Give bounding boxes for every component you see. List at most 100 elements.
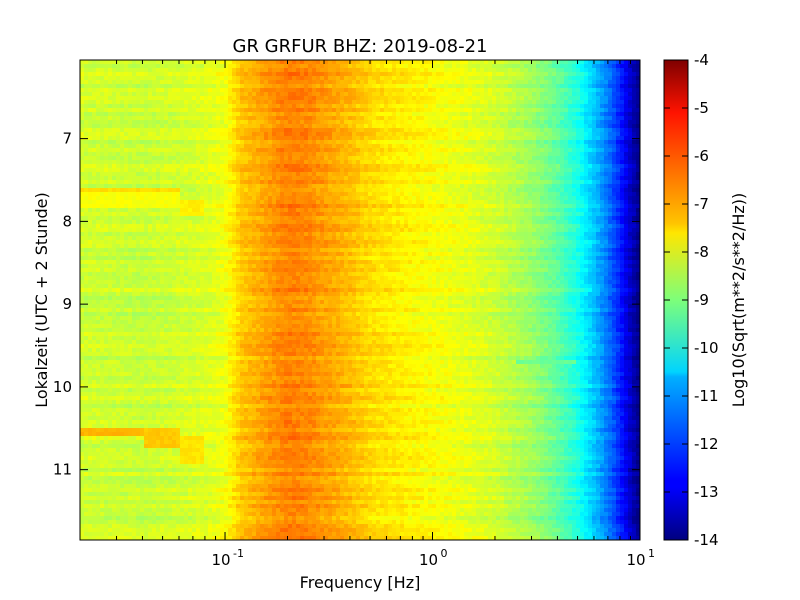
heatmap-cell	[216, 120, 221, 125]
heatmap-cell	[104, 68, 109, 73]
heatmap-cell	[600, 100, 605, 105]
heatmap-cell	[80, 96, 85, 101]
heatmap-cell	[636, 120, 640, 125]
heatmap-cell	[376, 96, 381, 101]
heatmap-cell	[612, 140, 617, 145]
heatmap-cell	[564, 80, 569, 85]
heatmap-cell	[348, 120, 353, 125]
heatmap-cell	[332, 160, 337, 165]
heatmap-cell	[512, 84, 517, 89]
heatmap-cell	[428, 96, 433, 101]
heatmap-cell	[284, 192, 289, 197]
heatmap-cell	[164, 168, 169, 173]
heatmap-cell	[260, 196, 265, 201]
heatmap-cell	[516, 164, 521, 169]
heatmap-cell	[452, 128, 457, 133]
heatmap-cell	[164, 172, 169, 177]
heatmap-cell	[396, 128, 401, 133]
heatmap-cell	[428, 112, 433, 117]
heatmap-cell	[228, 156, 233, 161]
heatmap-cell	[636, 168, 640, 173]
heatmap-cell	[312, 72, 317, 77]
heatmap-cell	[268, 148, 273, 153]
heatmap-cell	[300, 84, 305, 89]
heatmap-cell	[568, 156, 573, 161]
heatmap-cell	[388, 140, 393, 145]
heatmap-cell	[184, 180, 189, 185]
heatmap-cell	[528, 132, 533, 137]
heatmap-cell	[328, 196, 333, 201]
heatmap-cell	[124, 132, 129, 137]
heatmap-cell	[608, 172, 613, 177]
heatmap-cell	[156, 124, 161, 129]
heatmap-cell	[348, 84, 353, 89]
heatmap-cell	[560, 80, 565, 85]
heatmap-cell	[560, 152, 565, 157]
heatmap-cell	[600, 92, 605, 97]
heatmap-cell	[584, 176, 589, 181]
heatmap-cell	[124, 168, 129, 173]
heatmap-cell	[152, 168, 157, 173]
heatmap-cell	[572, 72, 577, 77]
heatmap-cell	[284, 160, 289, 165]
heatmap-cell	[208, 192, 213, 197]
heatmap-cell	[408, 100, 413, 105]
heatmap-cell	[140, 96, 145, 101]
heatmap-cell	[328, 168, 333, 173]
heatmap-cell	[164, 136, 169, 141]
heatmap-cell	[560, 192, 565, 197]
heatmap-cell	[156, 196, 161, 201]
heatmap-cell	[316, 132, 321, 137]
heatmap-cell	[504, 104, 509, 109]
heatmap-cell	[420, 84, 425, 89]
heatmap-cell	[488, 164, 493, 169]
heatmap-cell	[288, 64, 293, 69]
heatmap-cell	[268, 96, 273, 101]
heatmap-cell	[496, 120, 501, 125]
heatmap-cell	[384, 84, 389, 89]
heatmap-cell	[172, 64, 177, 69]
heatmap-cell	[216, 60, 221, 65]
heatmap-cell	[444, 164, 449, 169]
heatmap-cell	[224, 92, 229, 97]
heatmap-cell	[564, 112, 569, 117]
heatmap-cell	[612, 112, 617, 117]
heatmap-cell	[420, 108, 425, 113]
heatmap-cell	[172, 96, 177, 101]
heatmap-cell	[144, 184, 149, 189]
heatmap-cell	[316, 124, 321, 129]
heatmap-cell	[392, 156, 397, 161]
heatmap-cell	[420, 140, 425, 145]
heatmap-cell	[212, 72, 217, 77]
heatmap-cell	[444, 184, 449, 189]
heatmap-cell	[136, 132, 141, 137]
heatmap-cell	[260, 152, 265, 157]
heatmap-cell	[464, 140, 469, 145]
heatmap-cell	[140, 132, 145, 137]
heatmap-cell	[316, 120, 321, 125]
heatmap-cell	[316, 160, 321, 165]
heatmap-cell	[428, 172, 433, 177]
heatmap-cell	[184, 96, 189, 101]
heatmap-cell	[220, 96, 225, 101]
heatmap-cell	[348, 100, 353, 105]
heatmap-cell	[384, 188, 389, 193]
heatmap-cell	[436, 60, 441, 65]
heatmap-cell	[548, 128, 553, 133]
heatmap-cell	[312, 116, 317, 121]
heatmap-cell	[620, 64, 625, 69]
heatmap-cell	[544, 116, 549, 121]
heatmap-cell	[144, 112, 149, 117]
heatmap-cell	[92, 80, 97, 85]
heatmap-cell	[304, 144, 309, 149]
heatmap-cell	[144, 92, 149, 97]
heatmap-cell	[360, 196, 365, 201]
heatmap-cell	[448, 148, 453, 153]
heatmap-cell	[456, 76, 461, 81]
heatmap-cell	[260, 96, 265, 101]
heatmap-cell	[268, 152, 273, 157]
heatmap-cell	[172, 128, 177, 133]
heatmap-cell	[200, 104, 205, 109]
heatmap-cell	[584, 72, 589, 77]
heatmap-cell	[456, 100, 461, 105]
